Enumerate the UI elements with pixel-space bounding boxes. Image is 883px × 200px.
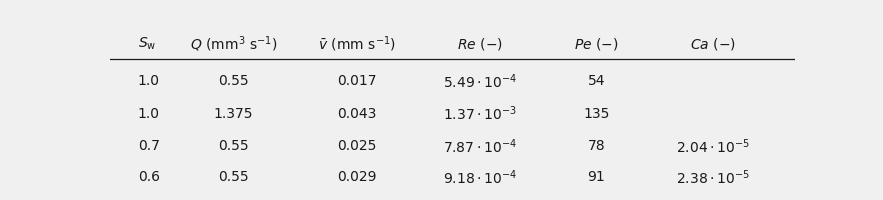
Text: 0.7: 0.7 [138, 139, 160, 153]
Text: 0.043: 0.043 [337, 106, 376, 120]
Text: $\mathit{Re}\ \mathrm{(-)}$: $\mathit{Re}\ \mathrm{(-)}$ [457, 36, 502, 52]
Text: 1.0: 1.0 [138, 74, 160, 88]
Text: 135: 135 [583, 106, 609, 120]
Text: 0.55: 0.55 [218, 139, 249, 153]
Text: 1.0: 1.0 [138, 106, 160, 120]
Text: 1.375: 1.375 [214, 106, 253, 120]
Text: $S_\mathrm{w}$: $S_\mathrm{w}$ [138, 36, 156, 52]
Text: 0.6: 0.6 [138, 169, 160, 183]
Text: 54: 54 [587, 74, 605, 88]
Text: $\mathit{Pe}\ \mathrm{(-)}$: $\mathit{Pe}\ \mathrm{(-)}$ [574, 36, 619, 52]
Text: $9.18 \cdot 10^{-4}$: $9.18 \cdot 10^{-4}$ [442, 167, 517, 186]
Text: 0.029: 0.029 [337, 169, 376, 183]
Text: $7.87 \cdot 10^{-4}$: $7.87 \cdot 10^{-4}$ [443, 136, 517, 155]
Text: $\bar{v}\ \mathrm{(mm\ s^{-1})}$: $\bar{v}\ \mathrm{(mm\ s^{-1})}$ [318, 34, 396, 54]
Text: 0.025: 0.025 [337, 139, 376, 153]
Text: $Q\ \mathrm{(mm^3\ s^{-1})}$: $Q\ \mathrm{(mm^3\ s^{-1})}$ [190, 34, 277, 54]
Text: $2.38 \cdot 10^{-5}$: $2.38 \cdot 10^{-5}$ [675, 167, 750, 186]
Text: $\mathit{Ca}\ \mathrm{(-)}$: $\mathit{Ca}\ \mathrm{(-)}$ [690, 36, 736, 52]
Text: 0.55: 0.55 [218, 169, 249, 183]
Text: 91: 91 [587, 169, 605, 183]
Text: $5.49 \cdot 10^{-4}$: $5.49 \cdot 10^{-4}$ [442, 72, 517, 90]
Text: $1.37 \cdot 10^{-3}$: $1.37 \cdot 10^{-3}$ [443, 104, 517, 123]
Text: 0.55: 0.55 [218, 74, 249, 88]
Text: $2.04 \cdot 10^{-5}$: $2.04 \cdot 10^{-5}$ [675, 136, 750, 155]
Text: 78: 78 [587, 139, 605, 153]
Text: 0.017: 0.017 [337, 74, 376, 88]
